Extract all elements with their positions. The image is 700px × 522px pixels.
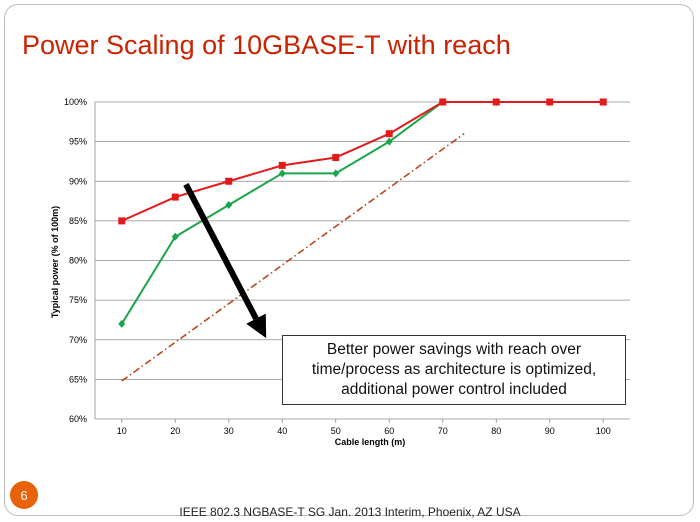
y-tick-label: 80% bbox=[69, 256, 87, 266]
data-point-red bbox=[385, 130, 393, 138]
data-point-red bbox=[225, 177, 233, 185]
callout-text: Better power savings with reach over tim… bbox=[311, 341, 597, 398]
data-point-green bbox=[118, 319, 126, 328]
y-tick-label: 95% bbox=[69, 137, 87, 147]
x-axis-label: Cable length (m) bbox=[334, 437, 406, 447]
x-tick-label: 100 bbox=[596, 426, 611, 436]
y-tick-label: 75% bbox=[69, 295, 87, 305]
y-tick-label: 90% bbox=[69, 176, 87, 186]
footer-text: IEEE 802.3 NGBASE-T SG Jan. 2013 Interim… bbox=[179, 505, 521, 519]
x-tick-label: 40 bbox=[277, 426, 287, 436]
data-point-green bbox=[225, 201, 233, 210]
chart-series bbox=[118, 98, 607, 328]
x-tick-label: 70 bbox=[438, 426, 448, 436]
data-point-red bbox=[492, 98, 500, 106]
page-number: 6 bbox=[20, 487, 28, 503]
trend-dash-dot-line bbox=[121, 133, 465, 382]
y-tick-label: 100% bbox=[64, 97, 87, 107]
page-number-badge: 6 bbox=[10, 481, 38, 509]
y-tick-label: 70% bbox=[69, 335, 87, 345]
x-tick-label: 80 bbox=[491, 426, 501, 436]
trend-line bbox=[121, 133, 465, 382]
data-point-red bbox=[118, 217, 126, 225]
data-point-red bbox=[599, 98, 607, 106]
data-point-red bbox=[278, 161, 286, 169]
callout-box: Better power savings with reach over tim… bbox=[282, 335, 626, 405]
slide-title: Power Scaling of 10GBASE-T with reach bbox=[22, 30, 511, 60]
x-tick-label: 20 bbox=[170, 426, 180, 436]
x-tick-labels: 10 20 30 40 50 60 70 80 90 100 bbox=[117, 426, 611, 436]
arrow-shaft bbox=[183, 183, 259, 321]
y-axis-label: Typical power (% of 100m) bbox=[50, 205, 60, 319]
data-point-red bbox=[171, 193, 179, 201]
x-tick-label: 90 bbox=[545, 426, 555, 436]
x-tick-label: 30 bbox=[224, 426, 234, 436]
data-point-red bbox=[546, 98, 554, 106]
x-tick-label: 60 bbox=[384, 426, 394, 436]
data-point-green bbox=[332, 169, 340, 178]
data-point-green bbox=[385, 137, 393, 146]
series-line-red bbox=[121, 101, 604, 222]
data-point-green bbox=[171, 232, 179, 241]
data-point-green bbox=[278, 169, 286, 178]
y-tick-label: 85% bbox=[69, 216, 87, 226]
y-tick-labels: 60% 65% 70% 75% 80% 85% 90% 95% 100% bbox=[64, 97, 87, 424]
x-tick-label: 50 bbox=[331, 426, 341, 436]
x-tick-label: 10 bbox=[117, 426, 127, 436]
data-point-red bbox=[439, 98, 447, 106]
slide-frame bbox=[4, 4, 694, 516]
y-tick-label: 65% bbox=[69, 374, 87, 384]
data-point-red bbox=[332, 153, 340, 161]
annotation-arrow bbox=[183, 183, 267, 339]
y-tick-label: 60% bbox=[69, 414, 87, 424]
series-line-green bbox=[120, 101, 497, 325]
arrow-head bbox=[246, 313, 267, 339]
